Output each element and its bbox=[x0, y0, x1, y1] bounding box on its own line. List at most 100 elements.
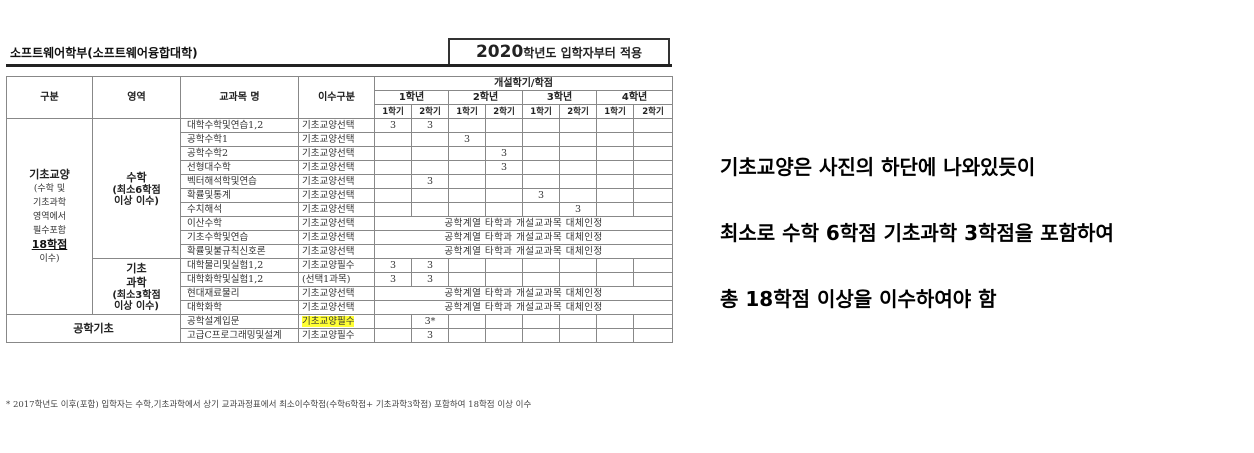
credit-cell bbox=[632, 202, 674, 217]
credit-cell bbox=[596, 258, 634, 273]
credit-cell bbox=[485, 272, 523, 287]
course-name: 기초수학및연습 bbox=[180, 230, 299, 245]
header-semester: 2학기 bbox=[485, 104, 523, 119]
credit-cell bbox=[485, 328, 523, 343]
table-row: 고급C프로그래밍및설계 기초교양필수 3 bbox=[7, 328, 674, 343]
course-type: 기초교양선택 bbox=[298, 300, 375, 315]
table-row: 대학화학및실험1,2 (선택1과목) 3 3 bbox=[7, 272, 674, 287]
header-category: 구분 bbox=[6, 76, 93, 119]
header-row-3: 1학기 2학기 1학기 2학기 1학기 2학기 1학기 2학기 bbox=[7, 104, 674, 119]
header-area: 영역 bbox=[92, 76, 181, 119]
credit-cell bbox=[559, 314, 597, 329]
credit-cell bbox=[374, 174, 412, 189]
credit-cell bbox=[596, 160, 634, 175]
course-type: 기초교양선택 bbox=[298, 132, 375, 147]
credit-cell: 3 bbox=[411, 174, 449, 189]
credit-cell bbox=[411, 202, 449, 217]
credit-cell: 3 bbox=[411, 118, 449, 133]
substitution-note: 공학계열 타학과 개설교과목 대체인정 bbox=[373, 300, 674, 315]
course-type-highlighted: 기초교양필수 bbox=[302, 315, 355, 327]
course-type: (선택1과목) bbox=[298, 272, 375, 287]
message-line-2: 최소로 수학 6학점 기초과학 3학점을 포함하여 bbox=[720, 221, 1114, 245]
substitution-note: 공학계열 타학과 개설교과목 대체인정 bbox=[373, 216, 674, 231]
area-science-cell: 기초 과학 (최소3학점 이상 이수) bbox=[92, 258, 181, 315]
credit-cell: 3 bbox=[448, 132, 486, 147]
credit-cell bbox=[411, 188, 449, 203]
category-basic-cell: 기초교양 (수학 및 기초과학 영역에서 필수포함 18학점 이수) bbox=[6, 118, 93, 315]
area-text: (최소3학점 bbox=[112, 289, 161, 301]
course-type: 기초교양선택 bbox=[298, 174, 375, 189]
credit-cell bbox=[632, 160, 674, 175]
credit-cell bbox=[485, 202, 523, 217]
credit-cell bbox=[632, 188, 674, 203]
course-name: 공학수학1 bbox=[180, 132, 299, 147]
credit-cell bbox=[559, 174, 597, 189]
course-type: 기초교양선택 bbox=[298, 146, 375, 161]
table-row: 공학수학2 기초교양선택 3 bbox=[7, 146, 674, 161]
credit-cell bbox=[522, 202, 560, 217]
header-year-1: 1학년 bbox=[374, 90, 449, 105]
credit-cell bbox=[632, 146, 674, 161]
course-type: 기초교양선택 bbox=[298, 216, 375, 231]
table-row: 현대재료물리 기초교양선택 공학계열 타학과 개설교과목 대체인정 bbox=[7, 286, 674, 301]
message-line-3: 총 18학점 이상을 이수하여야 함 bbox=[720, 287, 997, 311]
course-type: 기초교양필수 bbox=[298, 328, 375, 343]
credit-cell bbox=[485, 188, 523, 203]
credit-cell bbox=[559, 272, 597, 287]
credit-cell bbox=[596, 202, 634, 217]
credit-cell bbox=[448, 314, 486, 329]
credit-cell bbox=[632, 118, 674, 133]
year-suffix: 학년도 입학자부터 적용 bbox=[523, 45, 643, 60]
header-row-1: 구분 영역 교과목 명 이수구분 개설학기/학점 bbox=[6, 76, 674, 119]
credit-cell bbox=[596, 146, 634, 161]
area-text: (최소6학점 bbox=[112, 184, 161, 196]
applicable-year-box: 2020 학년도 입학자부터 적용 bbox=[448, 38, 670, 64]
credit-cell: 3 bbox=[559, 202, 597, 217]
header-semester: 1학기 bbox=[374, 104, 412, 119]
credit-cell bbox=[596, 118, 634, 133]
category-engineering-cell: 공학기초 bbox=[6, 314, 181, 343]
course-type: 기초교양선택 bbox=[298, 118, 375, 133]
area-text: 이상 이수) bbox=[114, 195, 159, 207]
credit-cell: 3 bbox=[411, 258, 449, 273]
header-offered: 개설학기/학점 bbox=[373, 76, 674, 91]
credit-cell bbox=[411, 146, 449, 161]
category-text: 공학기초 bbox=[73, 321, 114, 335]
credit-cell bbox=[596, 328, 634, 343]
credit-cell bbox=[632, 328, 674, 343]
course-name: 대학화학 bbox=[180, 300, 299, 315]
credit-cell bbox=[374, 146, 412, 161]
credit-cell bbox=[559, 132, 597, 147]
credit-cell bbox=[559, 160, 597, 175]
credit-cell: 3* bbox=[411, 314, 449, 329]
credit-cell bbox=[522, 258, 560, 273]
category-text: 기초과학 bbox=[32, 197, 67, 208]
credit-cell bbox=[559, 328, 597, 343]
course-name: 대학물리및실험1,2 bbox=[180, 258, 299, 273]
credit-cell bbox=[596, 188, 634, 203]
table-row: 기초교양 (수학 및 기초과학 영역에서 필수포함 18학점 이수) 수학 (최소6학점 이상 이… bbox=[6, 118, 674, 315]
course-type: 기초교양선택 bbox=[298, 230, 375, 245]
credit-cell bbox=[559, 146, 597, 161]
area-text: 이상 이수) bbox=[114, 300, 159, 312]
credit-cell bbox=[522, 118, 560, 133]
credit-cell bbox=[559, 188, 597, 203]
credit-cell bbox=[448, 174, 486, 189]
curriculum-document: 소프트웨어학부(소프트웨어융합대학) 2020 학년도 입학자부터 적용 구분 영… bbox=[6, 38, 674, 418]
credit-cell bbox=[632, 174, 674, 189]
category-text: (수학 및 bbox=[33, 183, 66, 194]
credit-cell bbox=[522, 328, 560, 343]
course-name: 확률및불규칙신호론 bbox=[180, 244, 299, 259]
credit-cell: 3 bbox=[374, 258, 412, 273]
credit-cell bbox=[374, 160, 412, 175]
table-row: 기초 과학 (최소3학점 이상 이수) 대학물리및실험1,2 기초교양필수 3 3 bbox=[7, 258, 674, 315]
credit-cell bbox=[411, 160, 449, 175]
substitution-note: 공학계열 타학과 개설교과목 대체인정 bbox=[373, 286, 674, 301]
table-row: 이산수학 기초교양선택 공학계열 타학과 개설교과목 대체인정 bbox=[7, 216, 674, 231]
credit-cell bbox=[522, 314, 560, 329]
header-semester: 1학기 bbox=[596, 104, 634, 119]
header-course: 교과목 명 bbox=[180, 76, 299, 119]
credit-cell: 3 bbox=[411, 272, 449, 287]
credit-cell bbox=[522, 132, 560, 147]
curriculum-table: 구분 영역 교과목 명 이수구분 개설학기/학점 1학년 2학년 3학년 4학년… bbox=[6, 76, 674, 343]
